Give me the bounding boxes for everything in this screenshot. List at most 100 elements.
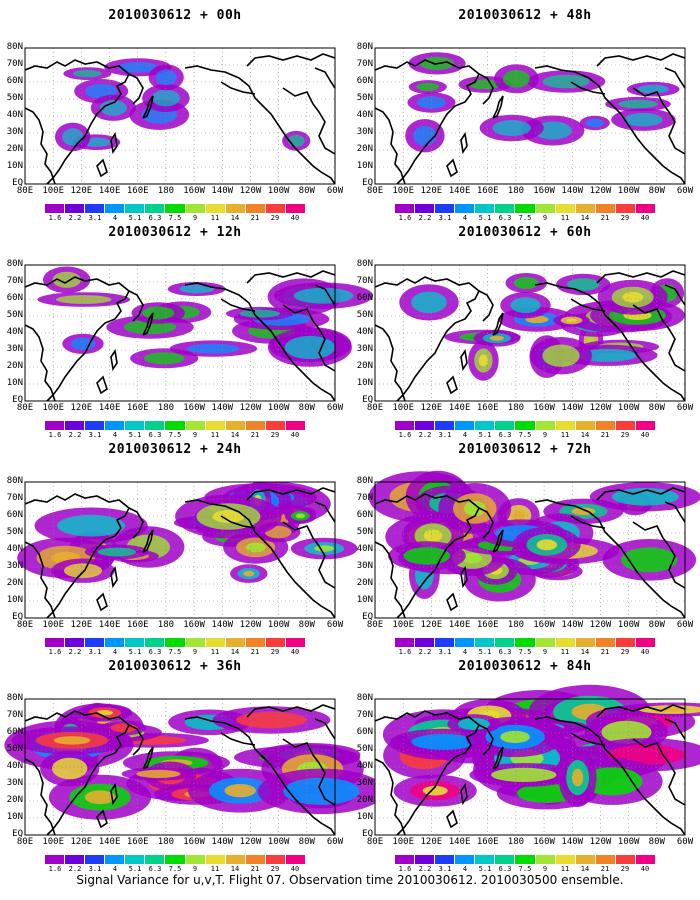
colorbar-label: 6.3: [148, 865, 162, 873]
lat-label: 50N: [6, 93, 23, 103]
colorbar-label: 29: [620, 214, 630, 222]
colorbar-label: 1.6: [48, 865, 62, 873]
colorbar-label: 14: [230, 431, 240, 439]
panel-title: 2010030612 + 12h: [108, 225, 242, 240]
lat-label: 20N: [6, 578, 23, 588]
lat-label: 70N: [356, 276, 373, 286]
lat-label: 40N: [356, 110, 373, 120]
lat-label: 10N: [6, 812, 23, 822]
colorbar-label: 9: [192, 648, 198, 656]
lat-label: 20N: [6, 144, 23, 154]
variance-map: [4, 698, 386, 836]
colorbar-swatch: [85, 638, 106, 647]
colorbar-label: 29: [620, 648, 630, 656]
colorbar-swatch: [265, 855, 286, 864]
colorbar-label: 7.5: [518, 865, 532, 873]
coastlines: [374, 487, 686, 619]
lon-label: 120W: [239, 620, 262, 630]
lon-label: 160W: [183, 837, 205, 847]
map-frame: 80N 70N 60N 50N 40N 30N 20N 10N EQ 80E 100E 120E 140…: [357, 259, 693, 413]
coastlines: [374, 53, 686, 185]
colorbar-label: 21: [250, 865, 260, 873]
lat-label: 10N: [6, 378, 23, 388]
lon-label: 80E: [366, 403, 384, 413]
lat-label: 80N: [356, 693, 373, 703]
lat-label: 40N: [6, 327, 23, 337]
colorbar-label: 1.6: [398, 214, 412, 222]
forecast-panel: 2010030612 + 36h 80N 70N 60N 50N 40N 30N 20N 10…: [4, 659, 386, 874]
colorbar-swatch: [45, 421, 66, 430]
colorbar-swatch: [145, 855, 166, 864]
lon-label: 180: [507, 620, 525, 630]
colorbar-swatch: [165, 855, 186, 864]
lon-label: 120E: [420, 186, 443, 196]
forecast-panel: 2010030612 + 72h 80N 70N 60N 50N 40N 30N 20N 10…: [355, 442, 700, 657]
coastlines: [24, 270, 336, 402]
colorbar-label: 11: [560, 865, 570, 873]
lon-label: 100W: [267, 837, 290, 847]
colorbar-swatch: [495, 204, 516, 213]
colorbar-label: 7.5: [168, 865, 182, 873]
colorbar: [395, 421, 656, 430]
colorbar-label: 6.3: [498, 865, 512, 873]
colorbar-swatch: [535, 855, 556, 864]
forecast-panel: 2010030612 + 00h 80N 70N 60N 50N 40N 30N 20N 10…: [5, 8, 345, 223]
lon-label: 80W: [298, 620, 315, 630]
graticule: [375, 482, 685, 618]
lon-label: 100E: [42, 620, 65, 630]
lon-label: 160E: [126, 620, 149, 630]
lon-label: 160E: [476, 403, 499, 413]
lon-label: 180: [507, 837, 525, 847]
colorbar-swatch: [245, 855, 266, 864]
colorbar-label: 40: [290, 648, 300, 656]
lat-label: EQ: [12, 612, 23, 622]
colorbar-label: 3.1: [438, 865, 452, 873]
colorbar-swatch: [595, 638, 616, 647]
lat-label: 30N: [6, 561, 23, 571]
colorbar-swatch: [105, 204, 126, 213]
map-frame: 80N 70N 60N 50N 40N 30N 20N 10N EQ 80E 100E 120E 140…: [7, 476, 358, 630]
lat-label: EQ: [362, 829, 373, 839]
colorbar-swatch: [205, 204, 226, 213]
colorbar-label: 2.2: [418, 648, 432, 656]
lat-label: 10N: [356, 161, 373, 171]
lat-label: 70N: [6, 276, 23, 286]
colorbar-swatch: [395, 638, 416, 647]
colorbar-label: 5.1: [478, 648, 492, 656]
coastlines: [24, 53, 336, 185]
colorbar-label: 5.1: [128, 648, 142, 656]
lon-label: 180: [157, 837, 175, 847]
lat-label: 10N: [356, 595, 373, 605]
colorbar-label: 6.3: [148, 648, 162, 656]
panel-title: 2010030612 + 48h: [458, 8, 592, 23]
graticule: [25, 265, 335, 401]
colorbar-swatch: [245, 421, 266, 430]
lon-label: 160E: [476, 620, 499, 630]
colorbar-label: 4: [462, 648, 468, 656]
colorbar-swatch: [105, 638, 126, 647]
colorbar-swatch: [205, 638, 226, 647]
lon-label: 120E: [70, 620, 93, 630]
colorbar-swatch: [575, 638, 596, 647]
lon-label: 120W: [589, 186, 612, 196]
lon-label: 160W: [183, 403, 205, 413]
lon-label: 120E: [420, 837, 443, 847]
colorbar-label: 14: [230, 648, 240, 656]
colorbar-label: 40: [640, 214, 650, 222]
lat-label: 30N: [356, 561, 373, 571]
graticule: [25, 48, 335, 184]
colorbar-label: 29: [270, 648, 280, 656]
lon-label: 140E: [448, 403, 471, 413]
lon-label: 160W: [183, 186, 205, 196]
lat-label: 30N: [6, 344, 23, 354]
lat-label: 60N: [356, 293, 373, 303]
colorbar-label: 4: [462, 214, 468, 222]
lon-label: 140W: [561, 620, 584, 630]
colorbar-swatch: [165, 421, 186, 430]
colorbar-swatch: [285, 855, 306, 864]
lat-label: 80N: [356, 259, 373, 269]
colorbar-swatch: [435, 204, 456, 213]
lon-label: 160E: [476, 186, 499, 196]
lat-label: 20N: [356, 795, 373, 805]
lon-label: 160W: [533, 837, 555, 847]
